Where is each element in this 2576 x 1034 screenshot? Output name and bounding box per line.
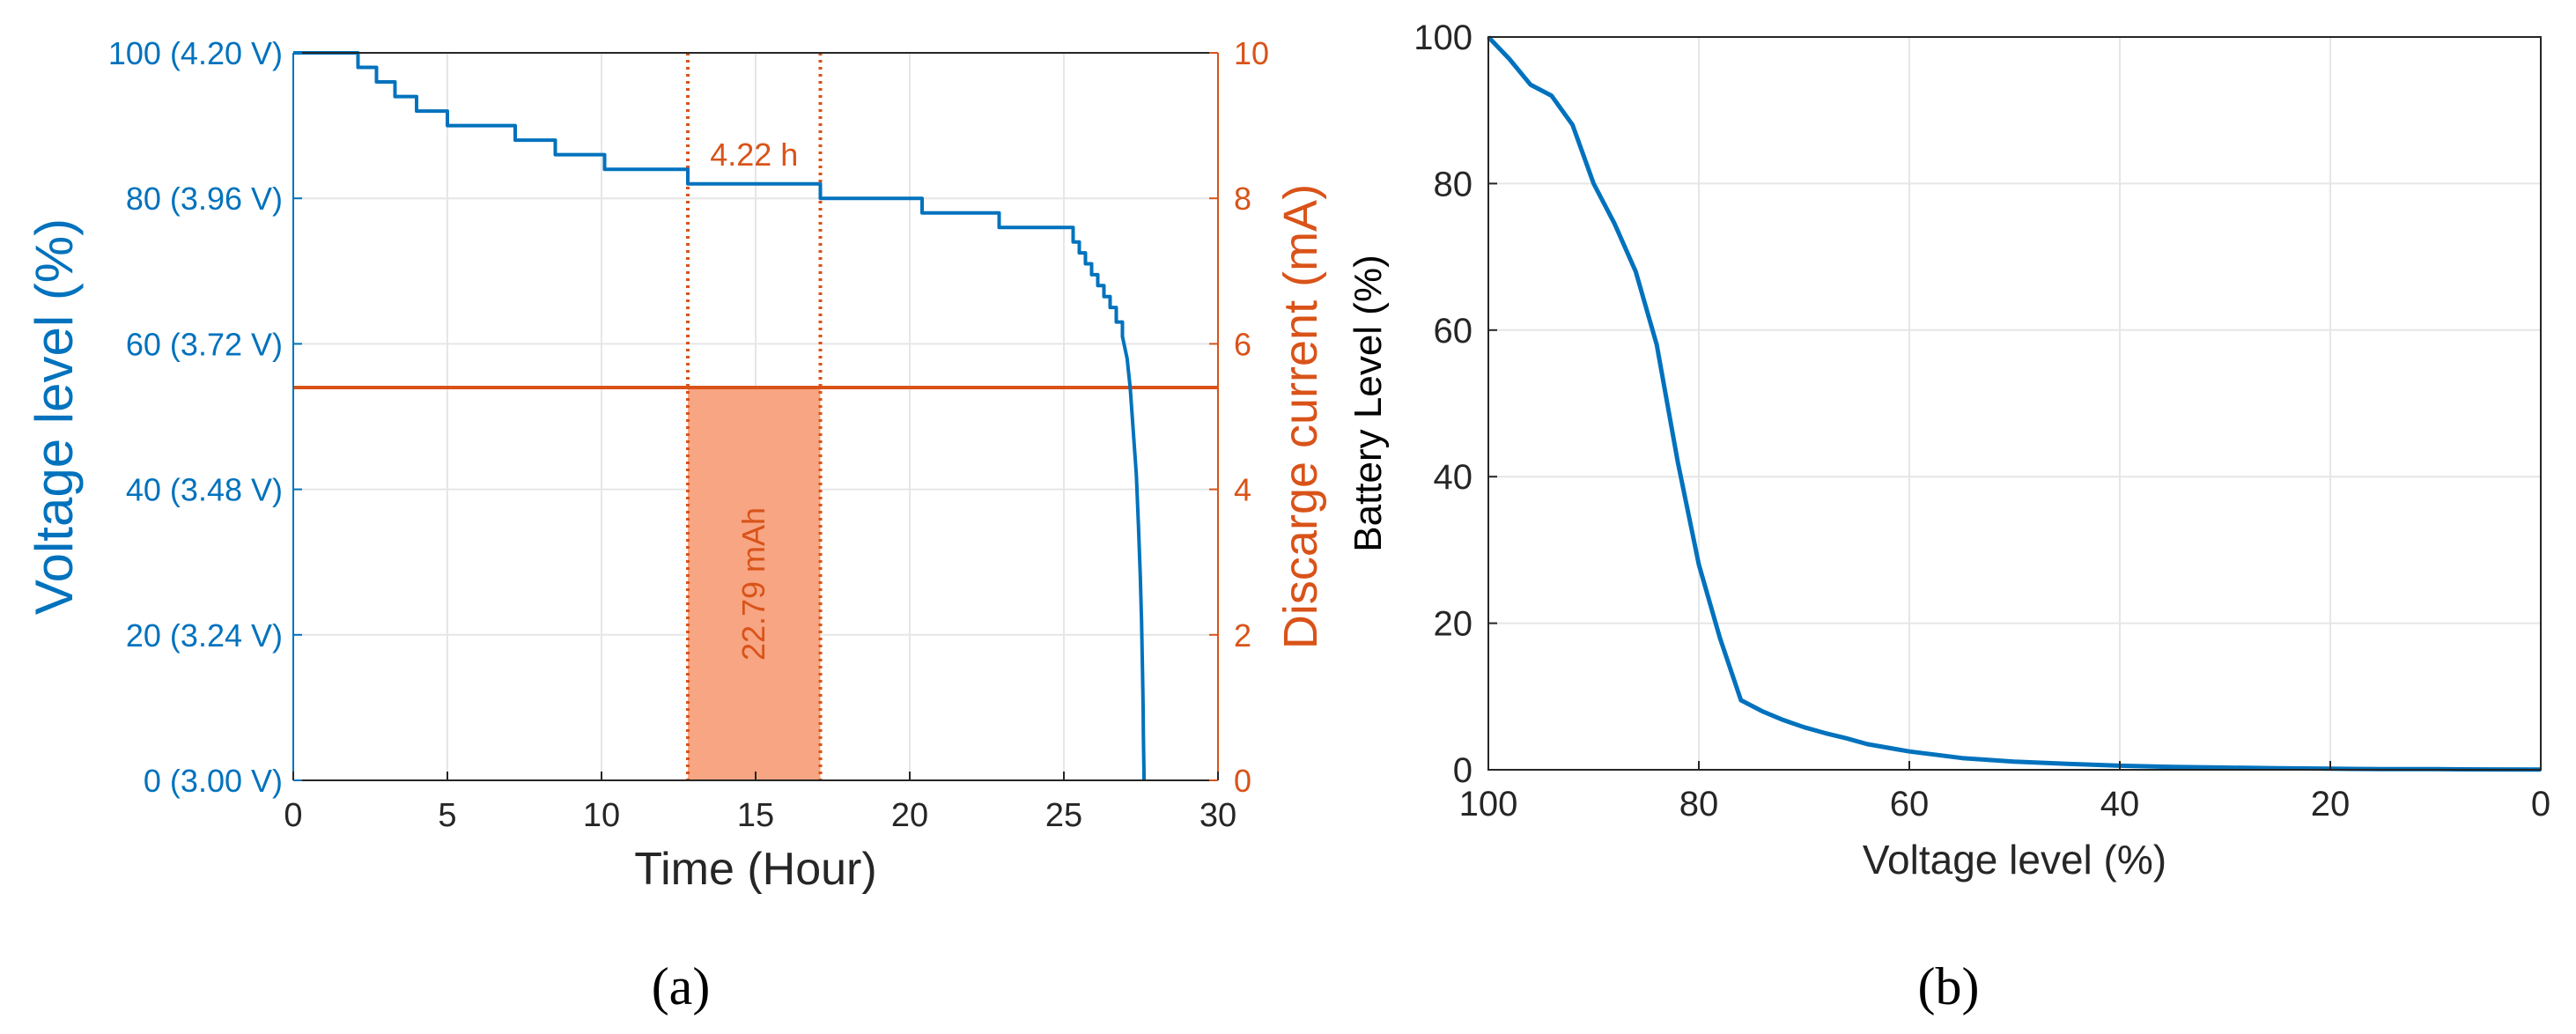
capacity-shaded-area xyxy=(688,387,821,780)
y-left-tick-label: 40 (3.48 V) xyxy=(126,472,283,508)
x-tick-label: 10 xyxy=(583,797,620,834)
annotation-duration-label: 4.22 h xyxy=(710,137,798,173)
x-tick-label: 30 xyxy=(1199,797,1236,834)
x-tick-label: 0 xyxy=(2531,785,2550,824)
y-left-tick-label: 80 (3.96 V) xyxy=(126,181,283,217)
x-tick-label: 40 xyxy=(2100,785,2140,824)
chart-a-ticks: 0 5 10 15 20 25 300 (3.00 V)20 (3.24 V)40 (3.4… xyxy=(108,35,1269,834)
y-left-tick-label: 0 (3.00 V) xyxy=(144,763,283,799)
y-tick-label: 0 xyxy=(1453,751,1473,790)
plot-frame xyxy=(1487,36,2542,771)
y-tick-label: 60 xyxy=(1434,312,1473,351)
chart-b-x-axis-label: Voltage level (%) xyxy=(1863,837,2166,883)
panel-label-a: (a) xyxy=(652,957,711,1016)
y-right-tick-label: 4 xyxy=(1234,472,1251,508)
y-right-tick-label: 10 xyxy=(1234,35,1269,71)
y-tick-label: 80 xyxy=(1434,165,1473,203)
y-left-tick-label: 60 (3.72 V) xyxy=(126,326,283,362)
chart-a-fill-layer xyxy=(686,53,823,780)
y-right-tick-label: 0 xyxy=(1234,763,1251,799)
y-right-tick-label: 8 xyxy=(1234,181,1251,217)
chart-a-y-axis-label-right: Discarge current (mA) xyxy=(1274,184,1327,649)
voltage-level-line xyxy=(293,51,1146,780)
y-right-tick-label: 6 xyxy=(1234,326,1251,362)
x-tick-label: 20 xyxy=(2311,785,2351,824)
chart-b-grid xyxy=(1488,37,2541,770)
annotation-capacity-label: 22.79 mAh xyxy=(735,507,771,661)
x-tick-label: 25 xyxy=(1045,797,1082,834)
x-tick-label: 60 xyxy=(1890,785,1930,824)
battery-level-line xyxy=(1487,35,2542,772)
chart-b-axes xyxy=(1487,36,2542,771)
y-tick-label: 20 xyxy=(1434,605,1473,644)
x-tick-label: 0 xyxy=(284,797,302,834)
chart-b-y-axis-label: Battery Level (%) xyxy=(1347,255,1390,551)
chart-b-ticks: 100 80 60 40 20 0 0 20 40 60 80 100 xyxy=(1413,18,2550,824)
y-left-tick-label: 100 (4.20 V) xyxy=(108,35,283,71)
x-tick-label: 80 xyxy=(1679,785,1719,824)
x-tick-label: 100 xyxy=(1459,785,1518,824)
y-left-tick-label: 20 (3.24 V) xyxy=(126,617,283,654)
x-tick-label: 5 xyxy=(438,797,456,834)
chart-a-x-axis-label: Time (Hour) xyxy=(634,844,876,895)
y-tick-label: 100 xyxy=(1413,18,1473,57)
chart-a-series-layer xyxy=(293,51,1218,780)
panel-label-b: (b) xyxy=(1918,957,1980,1016)
chart-a: 0 5 10 15 20 25 300 (3.00 V)20 (3.24 V)40 (3.4… xyxy=(25,35,1327,1016)
y-right-tick-label: 2 xyxy=(1234,617,1251,654)
x-tick-label: 20 xyxy=(891,797,928,834)
chart-b: 100 80 60 40 20 0 0 20 40 60 80 100 Voltage level (… xyxy=(1347,18,2550,1016)
x-tick-label: 15 xyxy=(737,797,774,834)
chart-b-series-layer xyxy=(1487,35,2542,772)
y-tick-label: 40 xyxy=(1434,458,1473,497)
chart-a-y-axis-label-left: Voltage level (%) xyxy=(25,218,84,615)
